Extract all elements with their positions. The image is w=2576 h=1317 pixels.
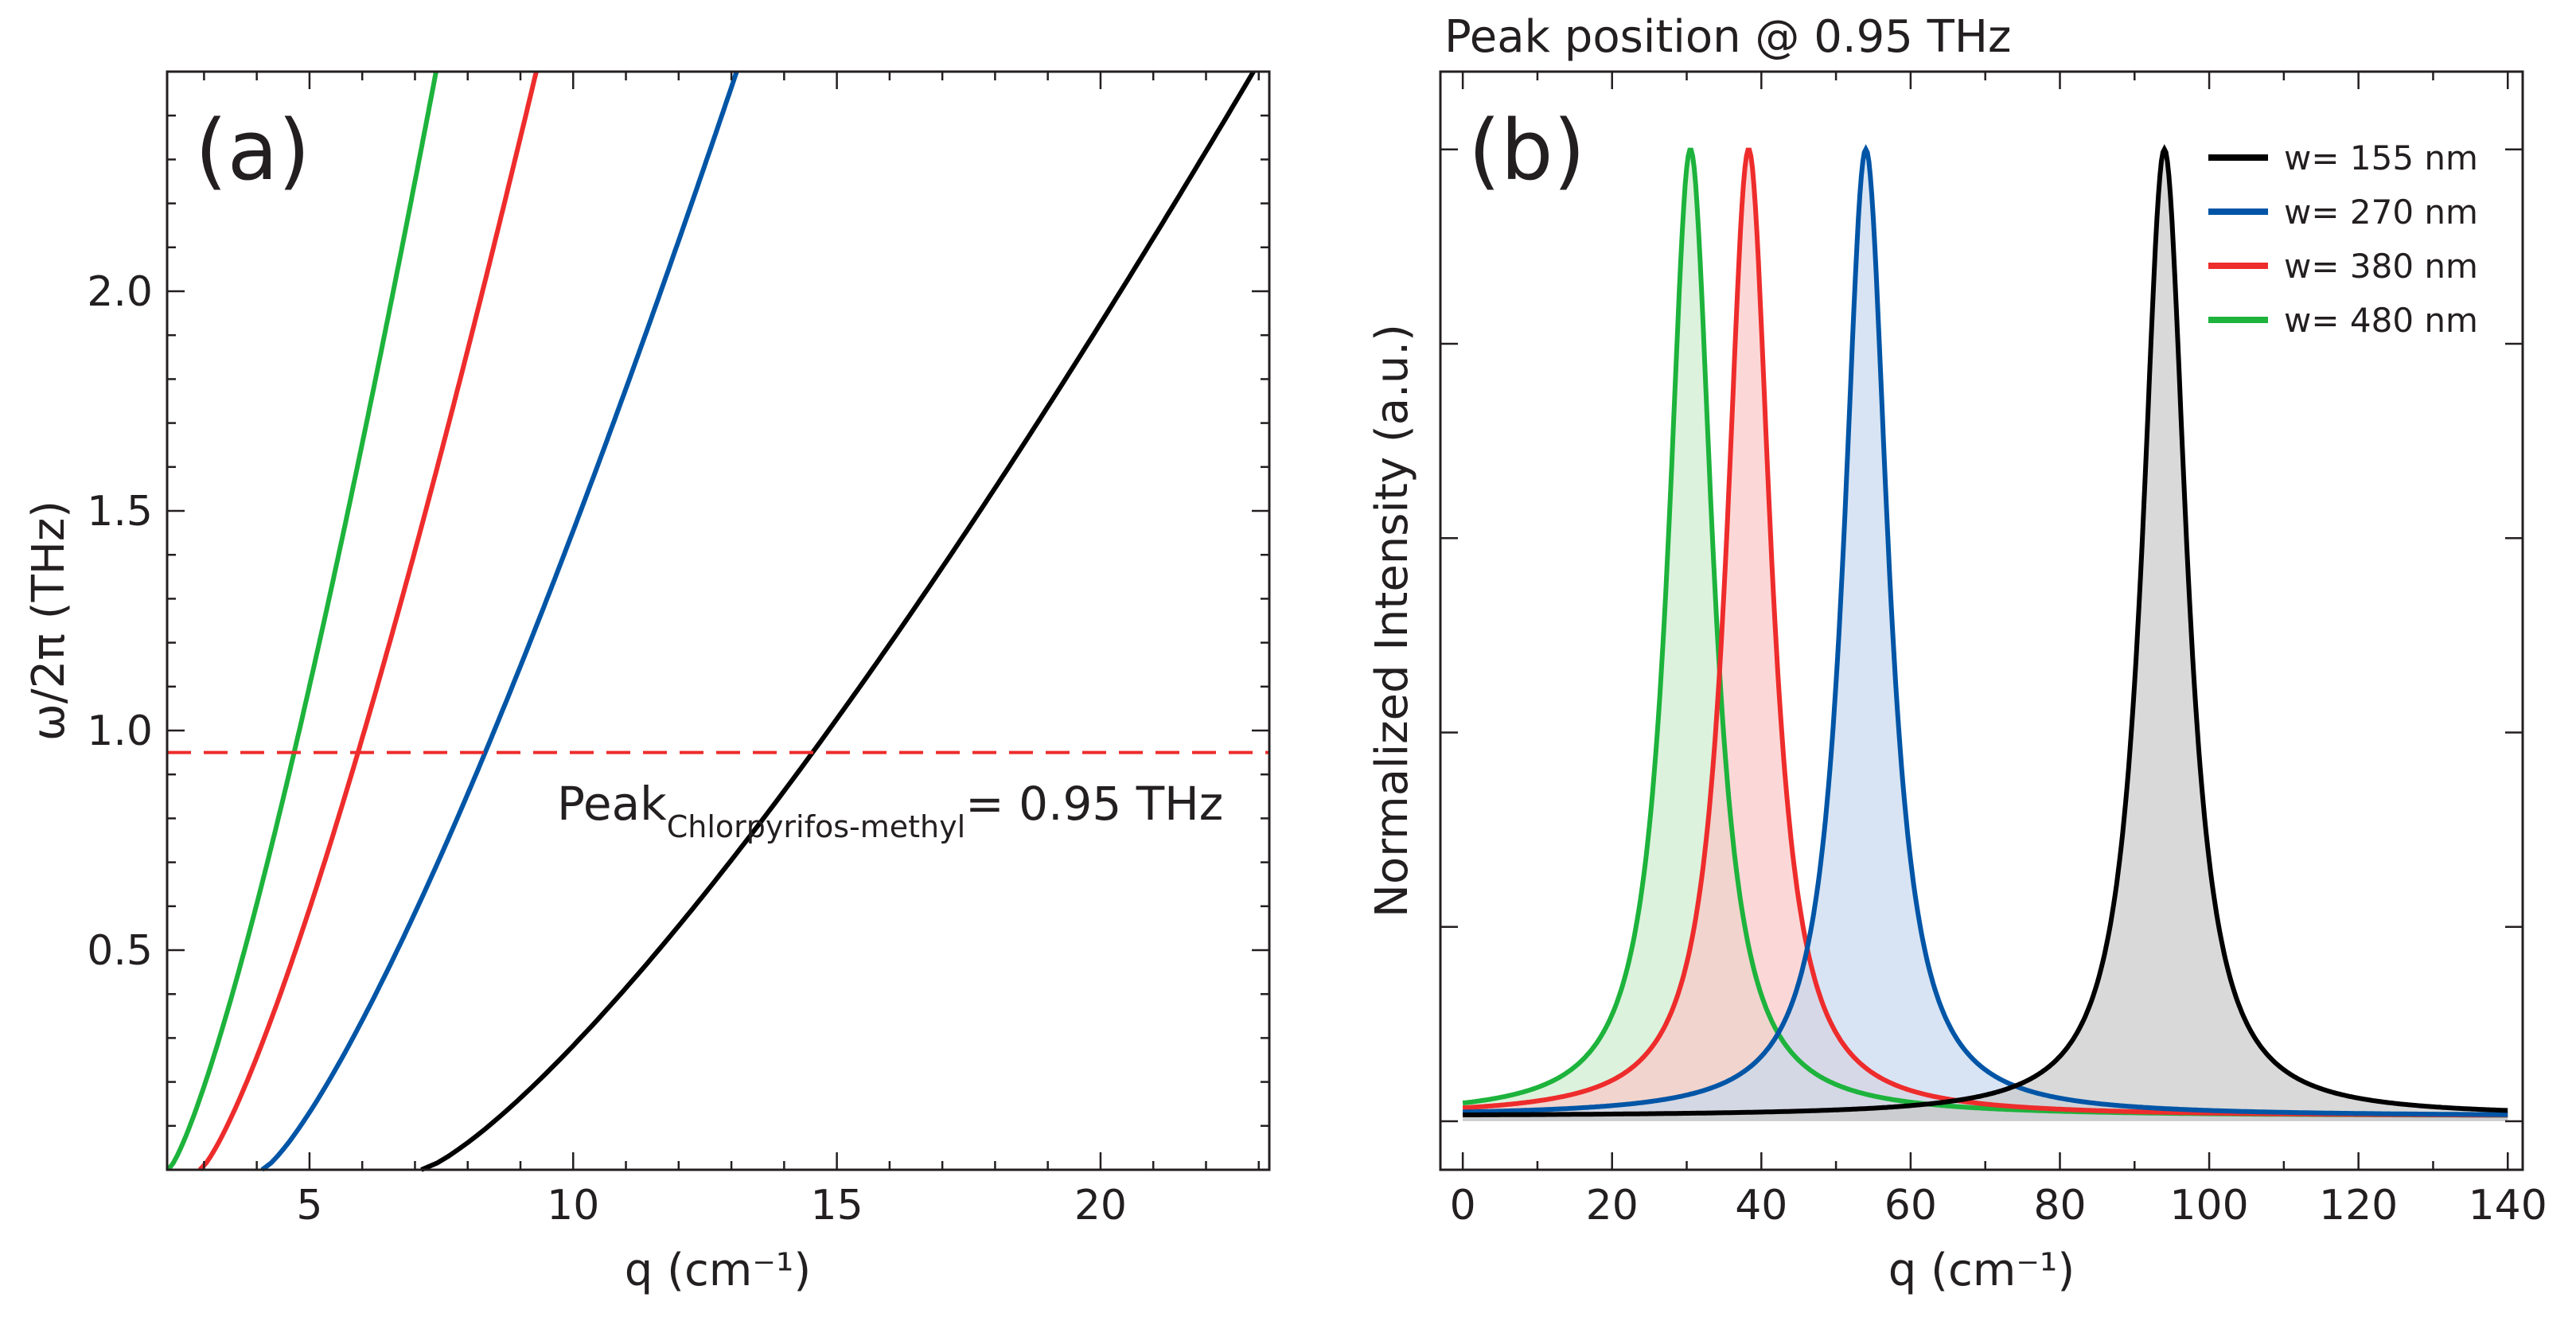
peak-annotation-subscript: Chlorpyrifos-methyl	[667, 809, 965, 844]
legend-label-w-380-nm: w= 380 nm	[2284, 247, 2478, 286]
panel-b-ticks: 0 20 40 60 80 100 120 140	[1440, 72, 2547, 1229]
panel-a-x-axis-label: q (cm⁻¹)	[625, 1245, 811, 1296]
peak-annotation-main: Peak	[557, 777, 667, 831]
legend-label-w-480-nm: w= 480 nm	[2284, 301, 2478, 340]
panel-b-legend: w= 155 nm w= 270 nm w= 380 nm w= 480 nm	[2208, 138, 2478, 340]
panel-a-frame	[166, 70, 1271, 1171]
dispersion-curve-w-270-nm	[260, 71, 739, 1172]
peak-curve-w-380-nm	[1462, 147, 2508, 1118]
panel-a-y-tick-label: 0.5	[87, 927, 153, 975]
panel-b-fills	[1463, 149, 2508, 1121]
panel-a-x-tick-label: 20	[1074, 1182, 1127, 1229]
panel-a-label: (a)	[195, 102, 310, 199]
panel-a-x-tick-label: 15	[811, 1182, 863, 1229]
panel-b-x-tick-label: 100	[2169, 1182, 2248, 1229]
dispersion-curve-w-480-nm	[166, 71, 438, 1171]
dispersion-curve-w-380-nm	[197, 71, 539, 1172]
peak-fill-w-270-nm	[1463, 149, 2508, 1121]
peak-annotation: PeakChlorpyrifos-methyl= 0.95 THz	[557, 777, 1223, 844]
peak-fill-w-155-nm	[1463, 149, 2508, 1121]
dispersion-curve-w-155-nm	[420, 70, 1256, 1172]
panel-b-x-tick-label: 20	[1586, 1182, 1639, 1229]
peak-curve-w-270-nm	[1462, 144, 2508, 1117]
panel-a-y-tick-label: 1.0	[87, 707, 153, 755]
panel-b-x-tick-label: 120	[2319, 1182, 2398, 1229]
panel-a-y-tick-label: 2.0	[87, 268, 153, 316]
peak-curve-w-155-nm	[1462, 144, 2508, 1118]
panel-b-x-tick-label: 80	[2033, 1182, 2086, 1229]
legend-label-w-270-nm: w= 270 nm	[2284, 193, 2478, 232]
peak-curve-w-480-nm	[1462, 147, 2508, 1118]
panel-b-x-tick-label: 0	[1450, 1182, 1476, 1229]
panel-a-x-tick-label: 5	[296, 1182, 322, 1229]
peak-fill-w-380-nm	[1463, 150, 2508, 1121]
panel-b-x-tick-label: 140	[2469, 1182, 2547, 1229]
panel-b: Peak position @ 0.95 THz 0 20 40 60 80 100 120…	[1366, 11, 2547, 1296]
panel-a-ticks: 5 10 15 20 0.5 1.0 1.5 2.0	[87, 72, 1269, 1229]
panel-b-x-axis-label: q (cm⁻¹)	[1888, 1245, 2075, 1296]
panel-b-x-tick-label: 40	[1735, 1182, 1787, 1229]
legend-label-w-155-nm: w= 155 nm	[2284, 138, 2478, 177]
panel-b-frame	[1439, 70, 2524, 1171]
panel-b-y-axis-label: Normalized Intensity (a.u.)	[1366, 324, 1418, 918]
panel-a-y-axis-label: ω/2π (THz)	[23, 501, 75, 741]
panel-a: 5 10 15 20 0.5 1.0 1.5 2.0 (a) q (cm⁻¹) ω/2π (T…	[23, 70, 1271, 1296]
peak-fill-w-480-nm	[1463, 150, 2508, 1121]
peak-annotation-value: = 0.95 THz	[965, 777, 1223, 831]
panel-b-x-tick-label: 60	[1884, 1182, 1937, 1229]
panel-b-series	[1462, 144, 2508, 1118]
panel-b-title: Peak position @ 0.95 THz	[1444, 11, 2011, 63]
panel-a-series	[166, 70, 1256, 1172]
panel-b-label: (b)	[1468, 102, 1585, 199]
panel-a-y-tick-label: 1.5	[87, 488, 153, 536]
panel-a-x-tick-label: 10	[547, 1182, 599, 1229]
